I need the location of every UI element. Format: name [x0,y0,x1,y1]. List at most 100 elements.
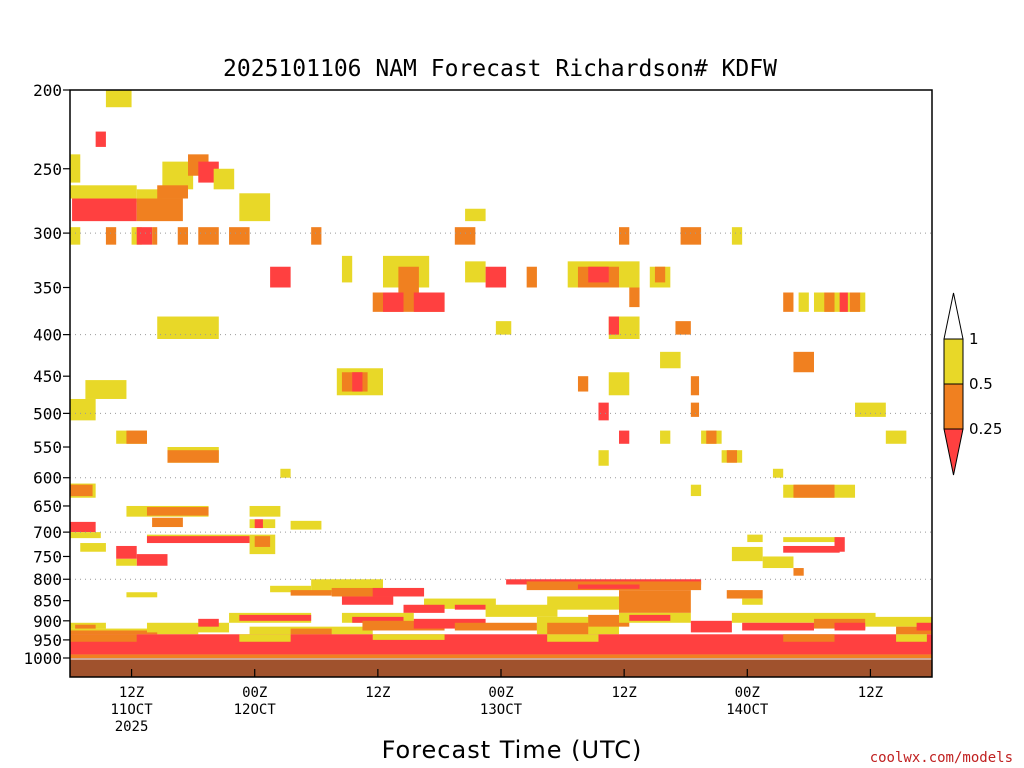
ri-cell-19 [198,227,219,245]
y-tick-label-600: 600 [33,469,62,488]
ri-cell-141 [413,618,486,629]
ri-cell-21 [311,227,322,245]
ri-cell-148 [690,620,732,633]
ri-cell-109 [793,568,804,576]
ri-cell-17 [152,227,158,245]
ri-cell-116 [372,587,425,597]
ri-cell-66 [855,402,886,417]
ri-cell-108 [762,556,794,569]
ri-cell-132 [146,622,230,633]
ri-cell-9 [72,198,137,222]
y-tick-label-750: 750 [33,547,62,566]
ri-cell-124 [454,604,486,610]
ri-cell-107 [731,546,763,562]
ri-cell-122 [424,598,496,609]
x-tick-label-0-0: 12Z [119,685,144,701]
ri-cell-5 [198,161,219,183]
color-legend: 0.25 0.5 1 [943,292,1002,476]
ri-cell-32 [382,292,404,312]
y-axis: 200 250 300 350 400 450 500 550 600 650 700 750 800 8… [23,81,70,668]
ri-cell-160 [547,634,599,642]
ri-cell-87 [146,507,209,516]
x-tick-label-0-2: 2025 [115,719,149,735]
legend-swatch-0.5-1 [943,338,964,385]
y-tick-label-500: 500 [33,404,62,423]
ri-cell-93 [70,521,96,533]
ri-cell-34 [465,261,486,283]
ri-cell-52 [495,321,512,335]
ri-cell-70 [660,430,671,444]
ri-cell-72 [706,430,717,444]
legend-swatch-above-1 [943,292,964,340]
grid-layer [70,232,932,660]
ri-cell-121 [547,596,620,610]
ri-cell-43 [783,292,794,312]
ri-cell-48 [849,292,861,312]
ri-cell-115 [341,596,394,605]
legend-label-0.25: 0.25 [969,420,1002,438]
ri-cell-46 [824,292,835,312]
ri-cell-49 [157,316,219,340]
x-tick-label-0-1: 11OCT [110,702,153,718]
ri-cell-92 [290,520,322,530]
ri-cell-133 [198,618,219,627]
y-tick-label-400: 400 [33,326,62,345]
ri-cell-140 [362,620,445,631]
ri-cell-153 [865,616,932,627]
y-tick-label-250: 250 [33,160,62,179]
y-tick-label-350: 350 [33,278,62,297]
ri-cell-147 [629,614,671,621]
ri-cell-14 [105,227,117,245]
ri-cell-85 [793,484,835,498]
ri-cell-129 [75,624,96,631]
x-tick-label-5-0: 00Z [735,685,760,701]
y-tick-label-550: 550 [33,438,62,457]
x-tick-label-1-0: 00Z [242,685,267,701]
ri-cell-10 [136,198,183,222]
ri-cell-55 [793,351,814,373]
ri-cell-7 [70,185,137,199]
ri-cell-41 [654,266,666,283]
ri-cell-27 [270,266,291,288]
ri-cell-11 [157,185,189,199]
y-tick-label-650: 650 [33,497,62,516]
ri-cell-51 [608,316,620,335]
x-tick-label-3-0: 00Z [488,685,513,701]
ri-cell-79 [280,468,291,478]
ri-cell-80 [772,468,784,478]
ri-cell-113 [290,590,332,596]
ri-cell-16 [136,227,153,245]
ri-cell-59 [352,372,363,392]
ri-cell-161 [783,634,835,642]
ri-cell-144 [547,622,589,635]
x-tick-label-4-0: 12Z [611,685,636,701]
ri-cell-123 [403,604,445,613]
ri-cell-157 [70,634,137,642]
ri-cell-91 [254,519,263,529]
ri-cell-76 [598,450,609,466]
ri-cell-42 [629,287,640,308]
ri-cell-139 [352,616,404,623]
ri-cell-94 [70,532,101,539]
ri-cell-155 [916,622,932,631]
ri-cell-163 [70,654,932,658]
ri-cell-20 [229,227,250,245]
x-tick-label-3-1: 13OCT [480,702,523,718]
ri-cell-106 [783,545,840,553]
ri-cell-56 [85,380,127,399]
ri-cell-104 [783,537,840,543]
ri-cell-64 [598,402,609,421]
ri-cell-12 [239,193,271,222]
x-tick-label-2-0: 12Z [365,685,390,701]
ri-cell-145 [588,614,630,627]
legend-swatch-below-0.25 [943,428,964,476]
ri-cell-35 [485,266,507,288]
ri-cell-26 [465,208,486,222]
legend-label-1: 1 [969,330,979,348]
ri-cell-126 [726,590,763,599]
ri-cell-142 [454,622,537,631]
ri-cell-18 [177,227,189,245]
ri-cell-28 [341,255,353,283]
ri-cell-82 [70,484,93,497]
